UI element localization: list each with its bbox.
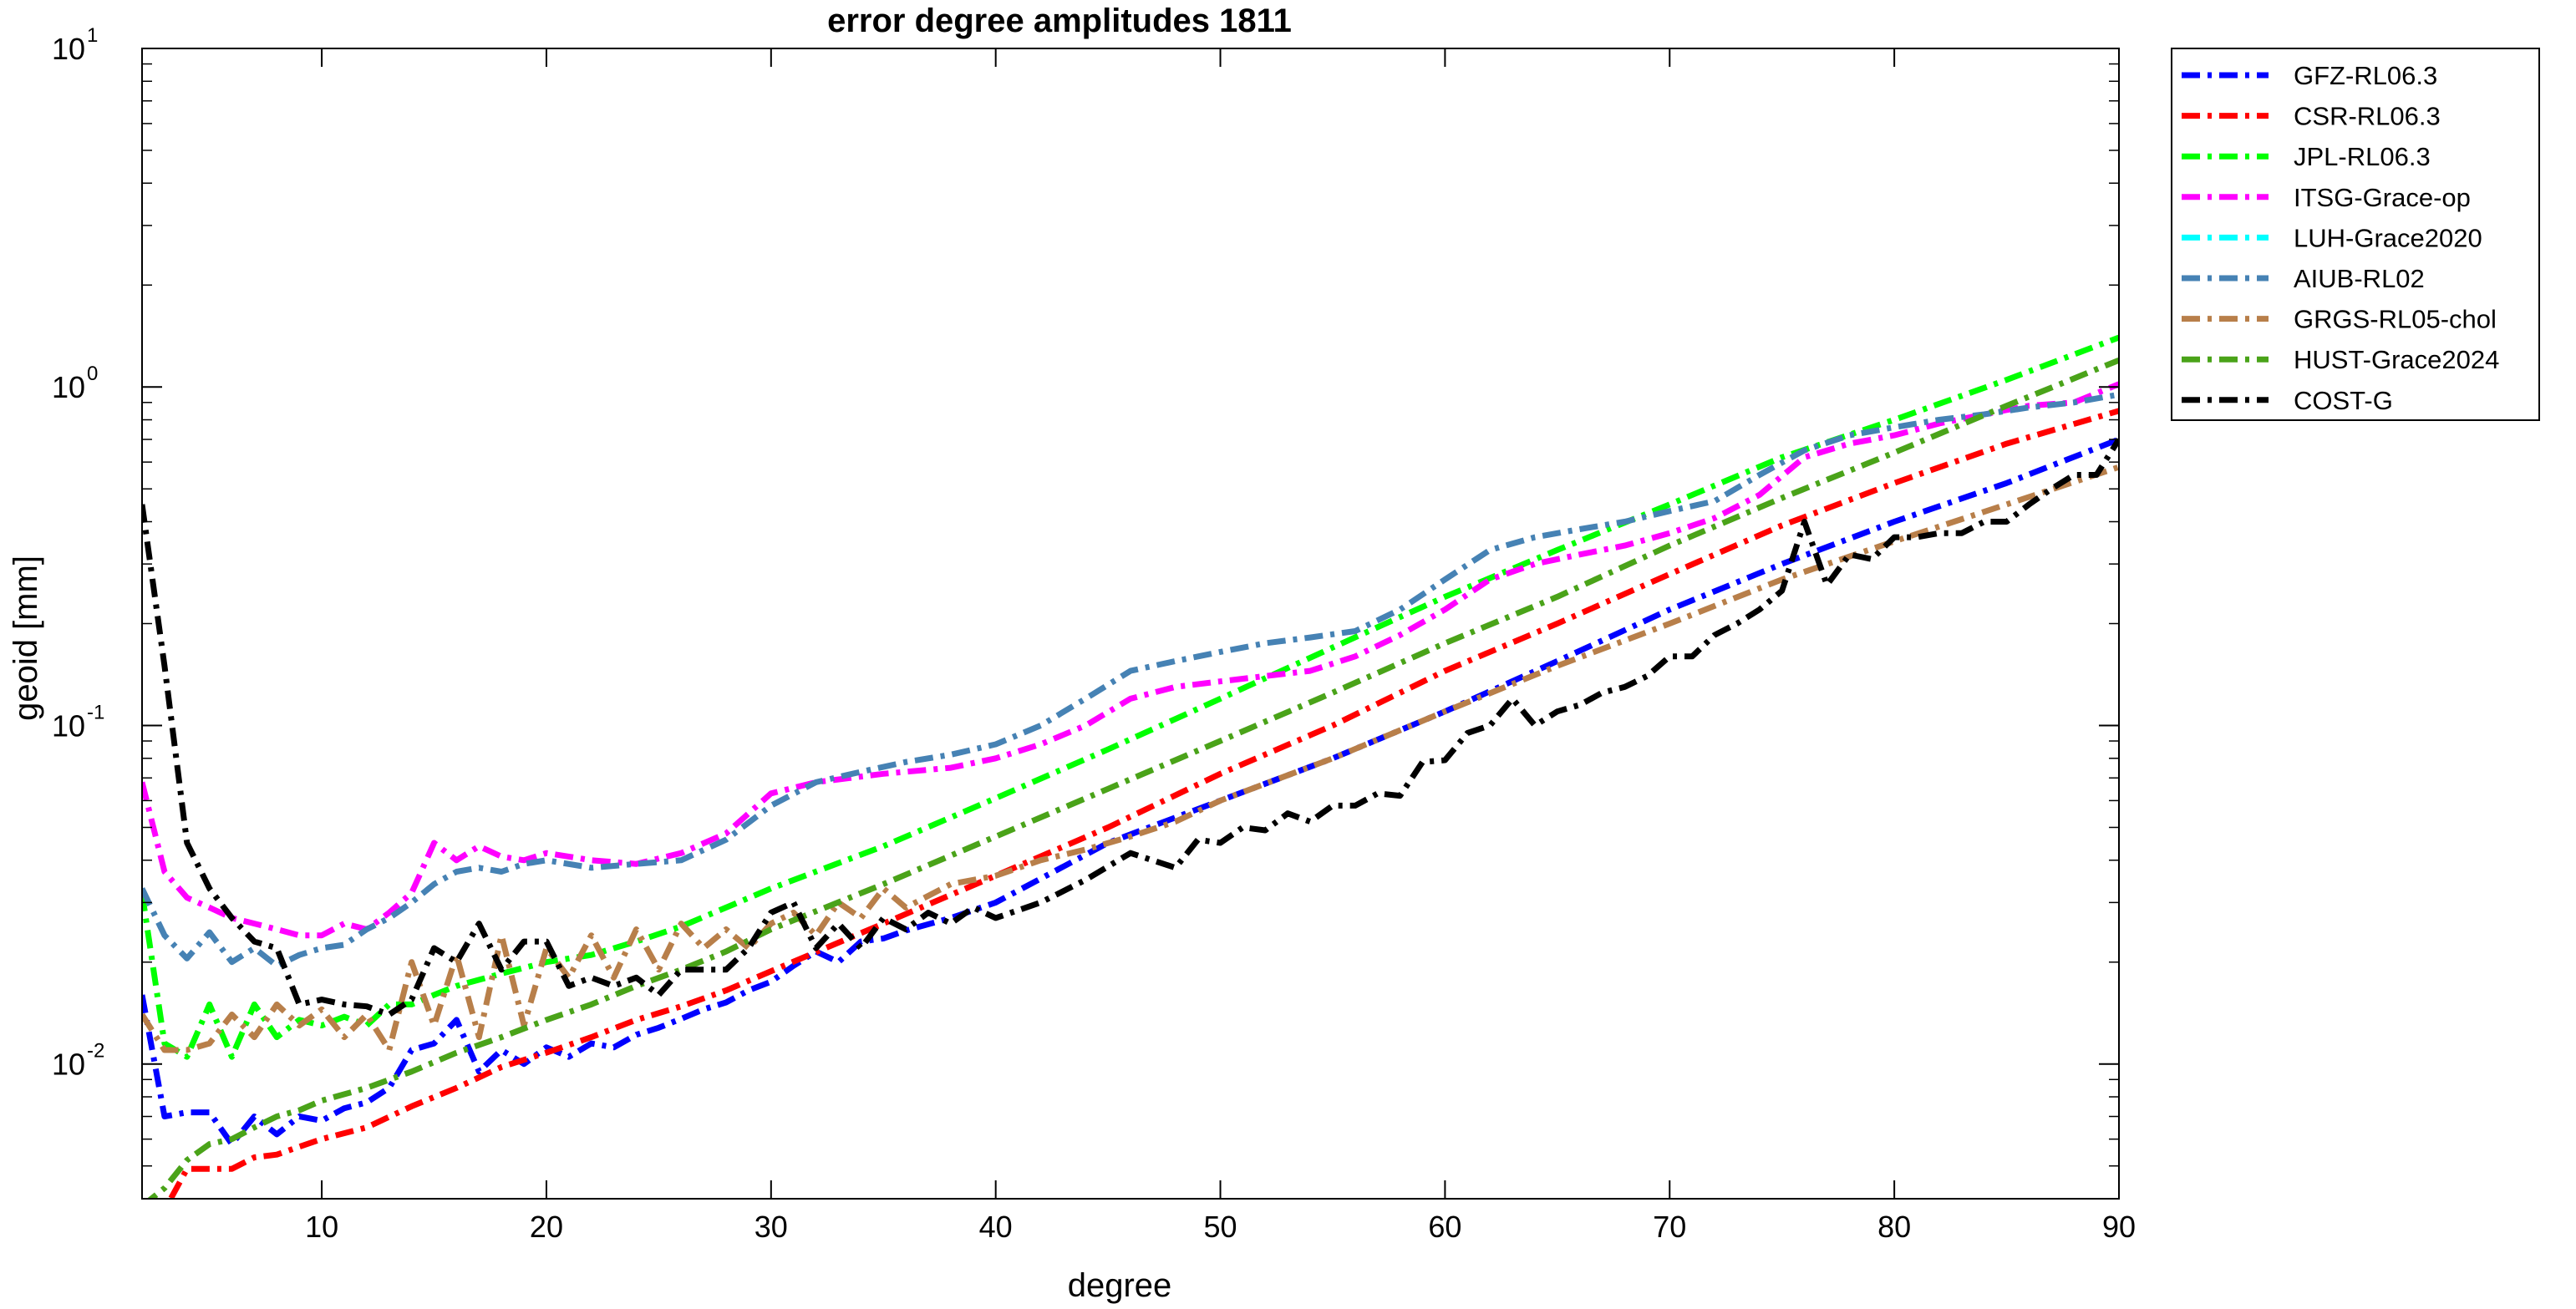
- series-line-hust-grace2024: [146, 357, 2119, 1199]
- x-tick-label: 50: [1204, 1210, 1237, 1244]
- y-tick-label-exp: -2: [87, 1040, 104, 1063]
- y-axis-label: geoid [mm]: [8, 556, 44, 721]
- x-tick-label: 10: [305, 1210, 338, 1244]
- x-tick-label: 90: [2102, 1210, 2136, 1244]
- legend-label-grgs-rl05-chol: GRGS-RL05-chol: [2294, 305, 2497, 334]
- x-tick-label: 70: [1653, 1210, 1686, 1244]
- series-layer: [142, 334, 2119, 1199]
- legend-label-luh-grace2020: LUH-Grace2020: [2294, 223, 2482, 252]
- series-line-grgs-rl05-chol: [142, 464, 2119, 1053]
- legend-label-itsg-grace-op: ITSG-Grace-op: [2294, 183, 2471, 212]
- x-tick-label: 30: [755, 1210, 788, 1244]
- legend-label-hust-grace2024: HUST-Grace2024: [2294, 345, 2499, 374]
- y-tick-label-base: 10: [52, 1048, 85, 1082]
- series-line-aiub-rl02: [142, 391, 2119, 969]
- y-tick-label-exp: -1: [87, 701, 104, 723]
- series-line-itsg-grace-op: [142, 381, 2119, 939]
- series-line-jpl-rl06-3: [142, 334, 2119, 1060]
- x-axis-label: degree: [1068, 1267, 1172, 1304]
- plot-frame: [141, 48, 2120, 1200]
- x-tick-label: 80: [1877, 1210, 1911, 1244]
- series-line-csr-rl06-3: [167, 408, 2119, 1199]
- series-line-cost-g: [142, 438, 2119, 1017]
- legend-box: [2171, 48, 2540, 421]
- y-tick-label-base: 10: [52, 708, 85, 743]
- y-tick-label-exp: 0: [87, 363, 98, 385]
- legend-label-cost-g: COST-G: [2294, 386, 2393, 415]
- y-tick-label-base: 10: [52, 370, 85, 404]
- x-tick-label: 40: [979, 1210, 1013, 1244]
- legend-label-csr-rl06-3: CSR-RL06.3: [2294, 102, 2441, 131]
- x-tick-label: 20: [530, 1210, 563, 1244]
- legend-label-gfz-rl06-3: GFZ-RL06.3: [2294, 61, 2437, 90]
- chart-title: error degree amplitudes 1811: [827, 3, 1292, 39]
- y-tick-label-base: 10: [52, 32, 85, 66]
- y-tick-label-exp: 1: [87, 24, 98, 47]
- plot-area: [142, 48, 2119, 1199]
- legend: GFZ-RL06.3 CSR-RL06.3 JPL-RL06.3 ITSG-Grace…: [2171, 48, 2540, 421]
- series-line-gfz-rl06-3: [142, 436, 2119, 1148]
- legend-label-jpl-rl06-3: JPL-RL06.3: [2294, 142, 2431, 171]
- legend-label-aiub-rl02: AIUB-RL02: [2294, 264, 2425, 293]
- x-tick-label: 60: [1428, 1210, 1461, 1244]
